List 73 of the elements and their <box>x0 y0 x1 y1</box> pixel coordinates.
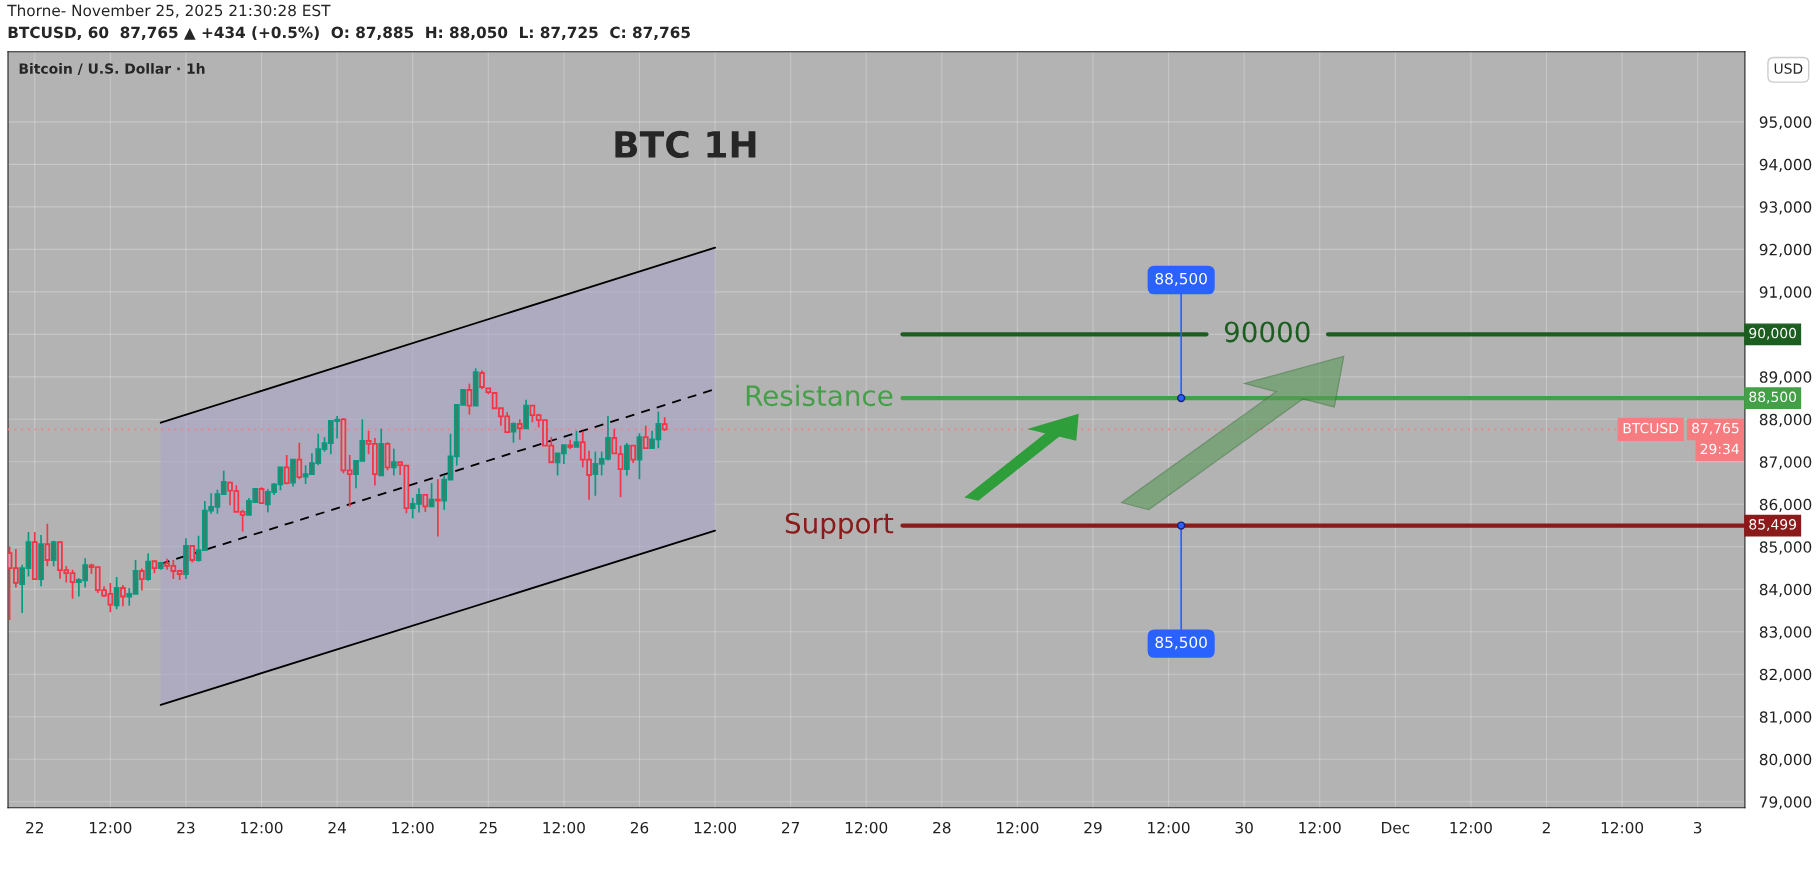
x-tick-label: 12:00 <box>845 821 888 834</box>
x-tick-label: 22 <box>26 821 43 834</box>
y-tick-label: 94,000 <box>1759 158 1812 172</box>
annotation: 87,765 <box>1692 422 1739 435</box>
x-tick-label: 12:00 <box>694 821 737 834</box>
candlestick <box>510 421 517 444</box>
text: Bitcoin / U.S. Dollar · 1h <box>19 63 205 75</box>
ref-line-label: BTCUSD <box>1623 422 1679 434</box>
y-tick-label: 91,000 <box>1759 286 1812 300</box>
x-tick-label: 25 <box>479 821 497 834</box>
ref-line-label: Resistance <box>746 384 893 407</box>
candlestick <box>466 382 473 416</box>
text: Thorne- November 25, 2025 21:30:28 EST <box>7 4 331 18</box>
candlestick <box>290 458 296 488</box>
y-tick-label: 92,000 <box>1759 243 1812 257</box>
candlestick <box>113 576 120 611</box>
annotation: 29:34 <box>1700 443 1739 455</box>
x-tick-label: 12:00 <box>997 821 1039 834</box>
x-tick-label: 12:00 <box>1299 821 1341 834</box>
y-tick-label: 95,000 <box>1759 116 1812 130</box>
candlestick <box>390 447 397 477</box>
candlestick <box>120 584 126 608</box>
x-tick-label: 12:00 <box>241 821 283 834</box>
ref-line-label: Support <box>785 512 894 540</box>
y-tick-label: 83,000 <box>1759 626 1812 640</box>
x-tick-label: 23 <box>177 821 195 834</box>
x-tick-label: 12:00 <box>90 821 132 834</box>
candlestick <box>50 540 57 568</box>
y-tick-label: 80,000 <box>1759 753 1812 767</box>
x-tick-label: 30 <box>1235 821 1253 834</box>
x-tick-label: 26 <box>630 821 649 834</box>
x-tick-label: 12:00 <box>1450 821 1492 834</box>
text: BTCUSD, 60 87,765 ▲ +434 (+0.5%) O: 87,885 H: 88,050 L: 87,725 C: 87,765 <box>8 26 690 41</box>
y-tick-label: 86,000 <box>1759 498 1812 512</box>
candlestick <box>138 567 145 592</box>
text: 90,000 <box>1749 327 1797 340</box>
candlestick <box>44 523 51 568</box>
candlestick <box>523 398 529 430</box>
x-tick-label: 3 <box>1693 821 1702 834</box>
y-tick-label: 88,000 <box>1759 413 1812 427</box>
x-tick-label: 12:00 <box>543 821 585 834</box>
x-tick-label: 12:00 <box>1601 821 1644 834</box>
y-tick-label: 81,000 <box>1759 711 1812 725</box>
annotation: 88,500 <box>1155 272 1207 287</box>
y-axis-title: USD <box>1774 63 1803 74</box>
x-tick-label: Dec <box>1382 822 1410 834</box>
x-tick-label: 24 <box>328 821 346 834</box>
x-tick-label: 12:00 <box>392 821 434 834</box>
y-tick-label: 84,000 <box>1759 583 1812 597</box>
x-tick-label: 28 <box>933 821 951 834</box>
candlestick <box>624 442 630 477</box>
text: 85,499 <box>1749 519 1797 532</box>
y-tick-label: 85,000 <box>1759 541 1812 555</box>
candlestick <box>145 552 152 582</box>
candlestick <box>642 424 649 450</box>
x-tick-label: 12:00 <box>1148 821 1190 834</box>
candlestick <box>516 418 523 441</box>
y-tick-label: 87,000 <box>1759 456 1812 470</box>
y-tick-label: 89,000 <box>1759 371 1812 385</box>
candlestick <box>283 454 290 486</box>
annotation: 85,500 <box>1155 636 1207 650</box>
y-tick-label: 93,000 <box>1759 201 1812 215</box>
text: BTC 1H <box>615 130 756 159</box>
x-tick-label: 27 <box>782 821 800 834</box>
x-tick-label: 2 <box>1542 821 1550 834</box>
y-tick-label: 82,000 <box>1759 668 1812 682</box>
ref-line-label: 90000 <box>1224 321 1310 343</box>
candlestick <box>636 432 643 481</box>
candlestick <box>296 441 303 481</box>
x-tick-label: 29 <box>1084 821 1102 834</box>
text: 88,500 <box>1749 391 1797 404</box>
candlestick <box>435 478 441 538</box>
y-tick-label: 79,000 <box>1760 796 1812 810</box>
